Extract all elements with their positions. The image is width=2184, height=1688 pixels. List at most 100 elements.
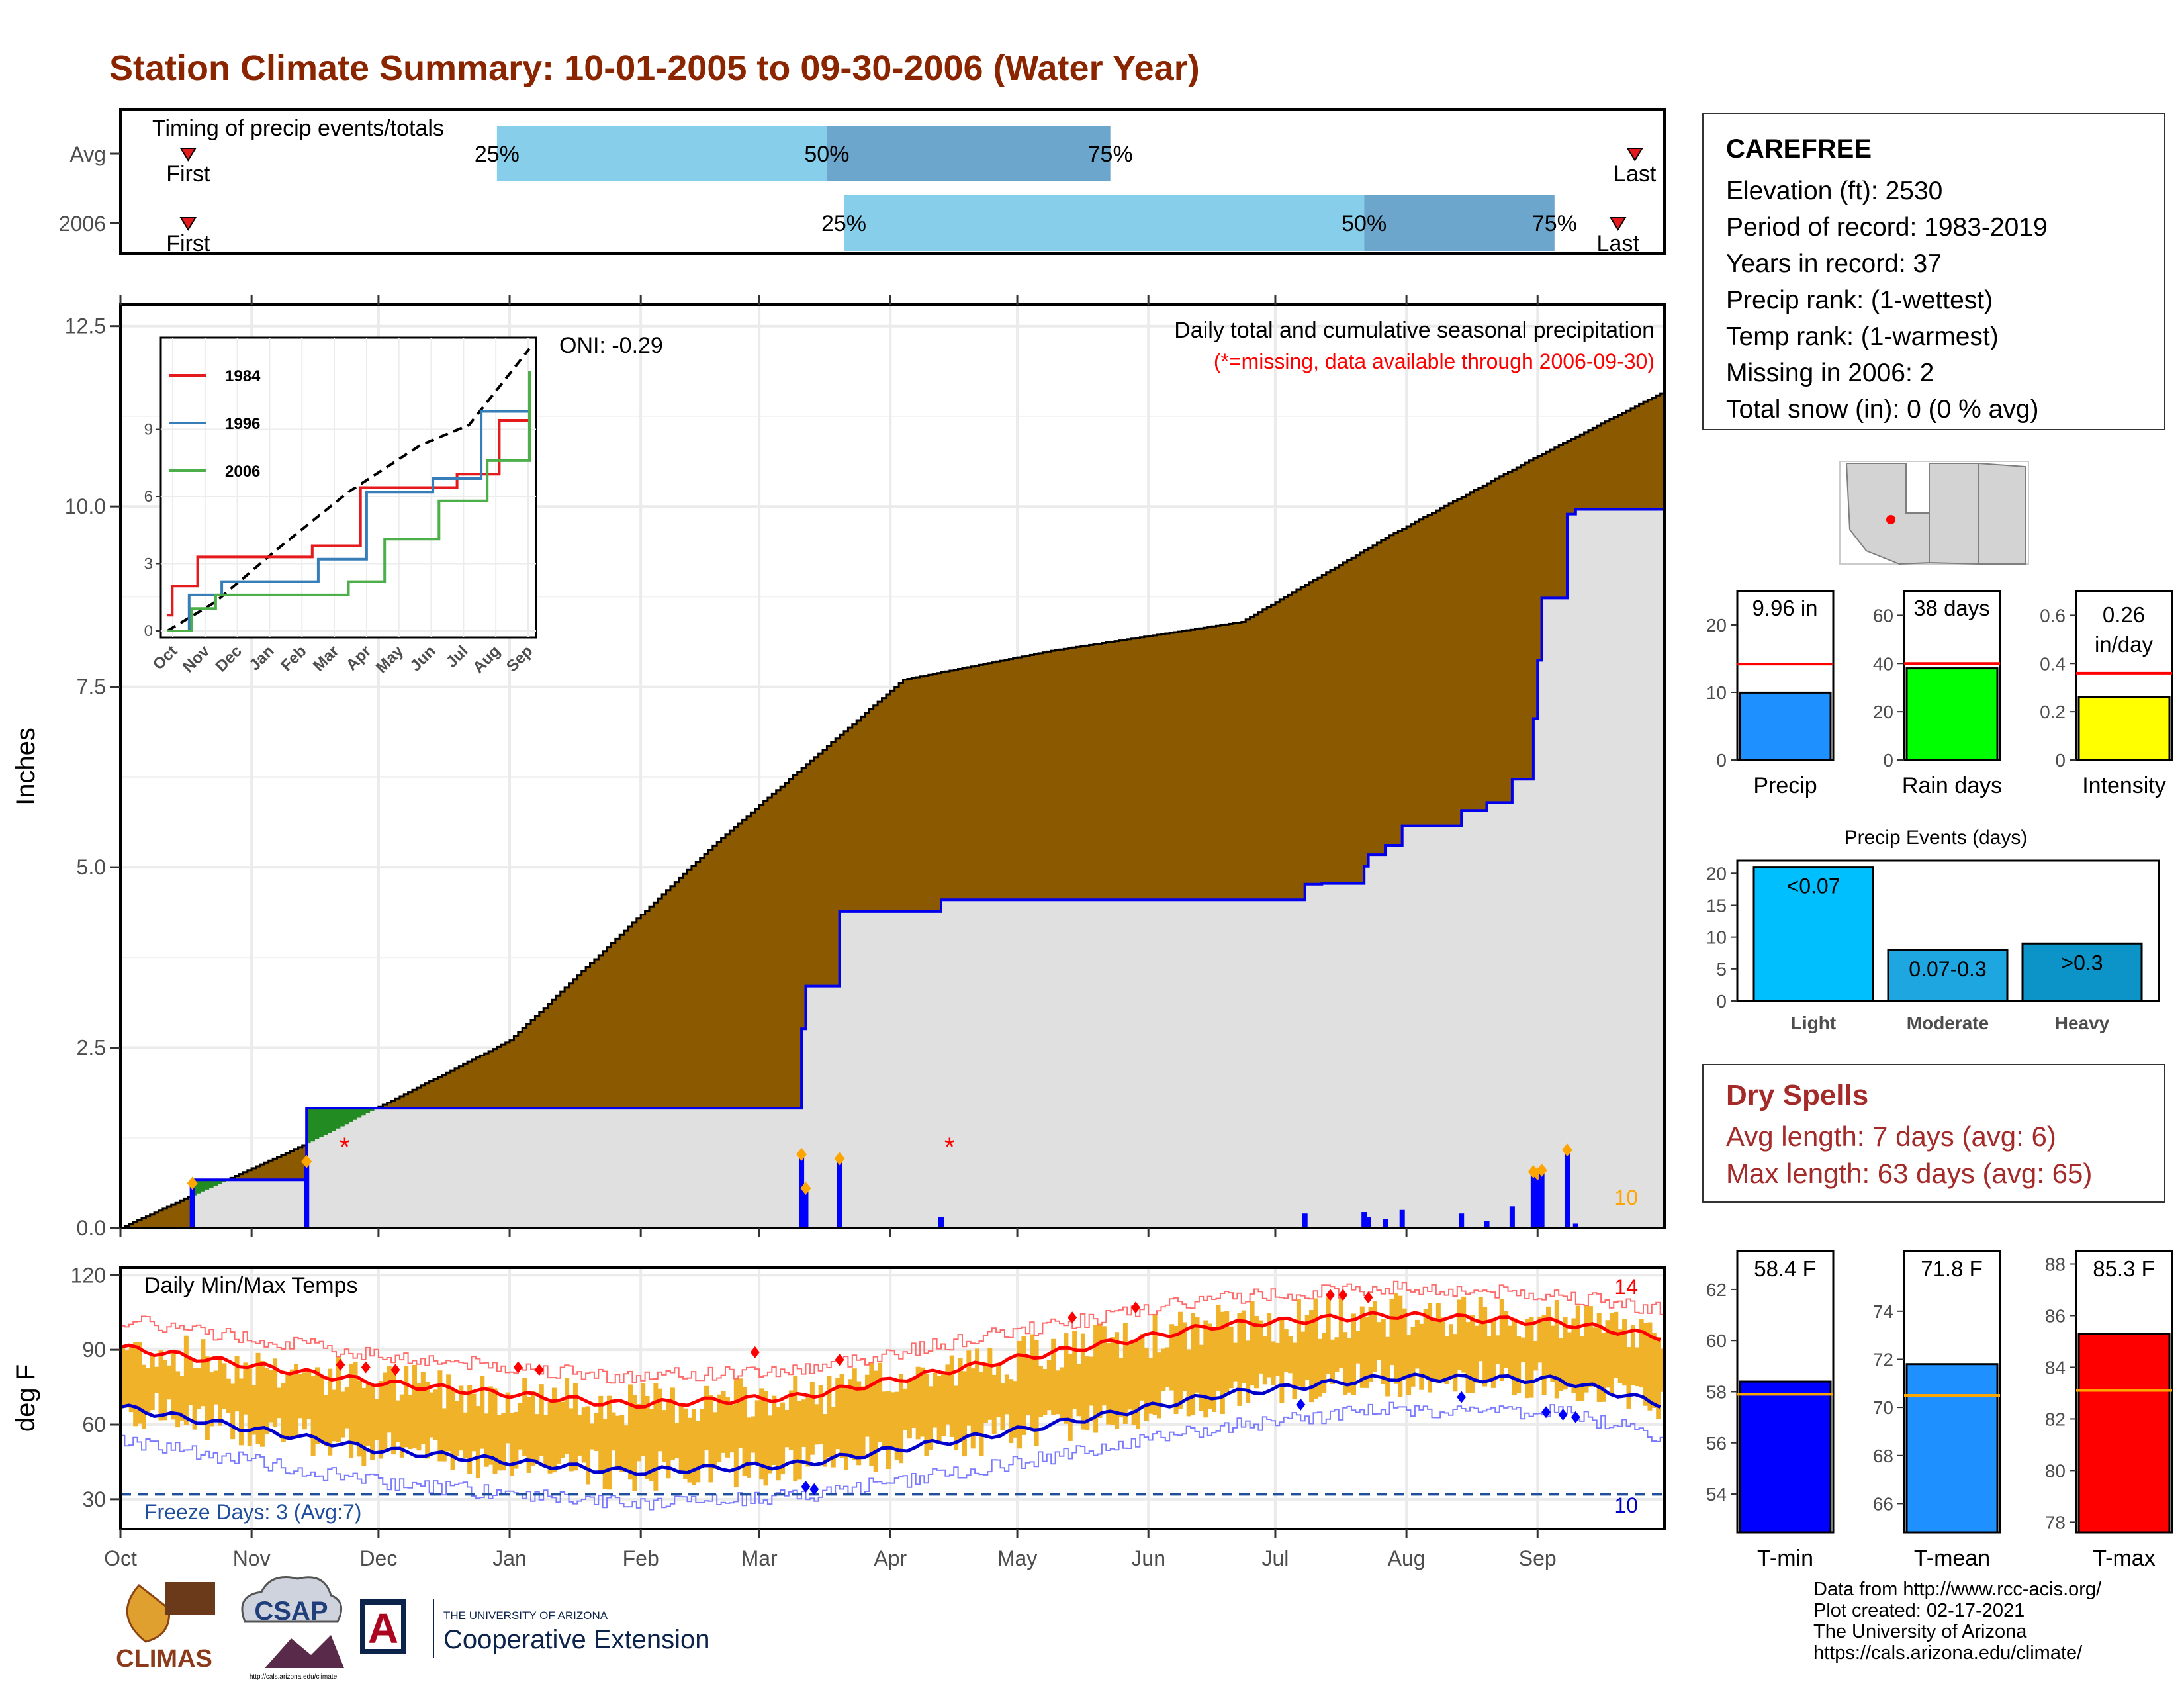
daily-temp-bar bbox=[864, 1374, 870, 1437]
side-temp-y-tick: 78 bbox=[2045, 1512, 2066, 1532]
daily-temp-bar bbox=[987, 1348, 993, 1420]
daily-temp-bar bbox=[1406, 1335, 1412, 1395]
daily-temp-bar bbox=[294, 1364, 299, 1436]
daily-temp-bar bbox=[551, 1387, 557, 1473]
daily-precip-bar bbox=[1509, 1206, 1515, 1228]
daily-temp-bar bbox=[1563, 1317, 1568, 1390]
current-cumulative-area bbox=[120, 509, 1664, 1228]
daily-temp-bar bbox=[1097, 1323, 1103, 1418]
daily-temp-bar bbox=[1428, 1303, 1433, 1393]
record-high-marker bbox=[1363, 1291, 1373, 1304]
daily-temp-bar bbox=[818, 1385, 823, 1444]
daily-temp-bar bbox=[1368, 1306, 1373, 1382]
daily-temp-bar bbox=[1220, 1311, 1225, 1414]
daily-temp-bar bbox=[636, 1403, 641, 1462]
precip-events-bar-label: <0.07 bbox=[1787, 874, 1841, 898]
record-marker bbox=[1536, 1163, 1547, 1177]
daily-temp-bar bbox=[429, 1392, 434, 1438]
daily-precip-bar bbox=[938, 1217, 944, 1228]
daily-temp-bar bbox=[1161, 1348, 1166, 1391]
daily-temp-bar bbox=[488, 1386, 494, 1465]
daily-temp-bar bbox=[1262, 1336, 1267, 1385]
y-tick-label: 2.5 bbox=[77, 1036, 106, 1060]
credit-plot-created: Plot created: 02-17-2021 bbox=[1813, 1600, 2025, 1621]
daily-temp-bar bbox=[1465, 1322, 1471, 1393]
daily-precip-bar bbox=[1361, 1212, 1367, 1228]
daily-temp-bar bbox=[835, 1378, 841, 1450]
daily-temp-bar bbox=[1584, 1305, 1589, 1393]
daily-temp-bar bbox=[433, 1389, 438, 1440]
daily-temp-bar bbox=[772, 1395, 777, 1465]
daily-temp-bar bbox=[450, 1390, 455, 1470]
daily-temp-bar bbox=[539, 1384, 544, 1457]
daily-temp-bar bbox=[691, 1409, 696, 1485]
daily-temp-bar bbox=[848, 1379, 853, 1456]
daily-temp-bar bbox=[878, 1362, 883, 1442]
daily-temp-bar bbox=[1250, 1301, 1255, 1386]
daily-temp-bar bbox=[1372, 1301, 1377, 1372]
daily-temp-bar bbox=[645, 1395, 650, 1479]
credits: Data from http://www.rcc-acis.org/ Plot … bbox=[1813, 1579, 2101, 1664]
daily-temp-bar bbox=[1300, 1331, 1306, 1390]
avg-min-line bbox=[120, 1372, 1661, 1476]
daily-temp-bar bbox=[378, 1381, 383, 1459]
daily-temp-bar bbox=[1089, 1356, 1094, 1406]
daily-temp-bar bbox=[1203, 1320, 1208, 1418]
daily-temp-bar bbox=[1567, 1332, 1572, 1383]
freeze-days-label: Freeze Days: 3 (Avg:7) bbox=[144, 1500, 361, 1524]
daily-temp-bar bbox=[1338, 1297, 1343, 1369]
daily-temp-bar bbox=[259, 1360, 265, 1447]
record-high-marker bbox=[835, 1354, 844, 1366]
daily-temp-bar bbox=[179, 1376, 185, 1421]
side-temp-y-tick: 72 bbox=[1873, 1349, 1893, 1370]
above-average-area bbox=[192, 1108, 379, 1196]
daily-temp-bar bbox=[814, 1404, 819, 1445]
climas-logo-icon bbox=[126, 1583, 171, 1643]
daily-temp-bar bbox=[733, 1378, 739, 1487]
daily-temp-bar bbox=[1520, 1337, 1525, 1363]
daily-temp-bar bbox=[1626, 1347, 1631, 1409]
daily-temp-bar bbox=[1389, 1299, 1394, 1366]
daily-temp-bar bbox=[805, 1395, 811, 1467]
daily-temp-bar bbox=[721, 1391, 726, 1453]
record-marker bbox=[301, 1154, 312, 1168]
daily-temp-bar bbox=[1059, 1367, 1064, 1420]
daily-temp-bar bbox=[1474, 1325, 1479, 1383]
daily-temp-bar bbox=[717, 1394, 722, 1462]
daily-temp-bar bbox=[577, 1415, 582, 1456]
side-temp-y-tick: 82 bbox=[2045, 1409, 2066, 1429]
daily-temp-bar bbox=[649, 1409, 654, 1481]
record-high-marker bbox=[361, 1361, 371, 1374]
y-tick-label: 12.5 bbox=[65, 314, 106, 338]
daily-temp-bar bbox=[1093, 1325, 1099, 1433]
daily-temp-bar bbox=[560, 1401, 565, 1458]
side-temp-y-tick: 58 bbox=[1706, 1382, 1727, 1403]
daily-temp-bar bbox=[1110, 1337, 1115, 1425]
daily-temp-bar bbox=[1101, 1326, 1107, 1406]
daily-temp-bar bbox=[1046, 1360, 1052, 1411]
daily-temp-bar bbox=[522, 1378, 527, 1456]
daily-temp-bar bbox=[1030, 1334, 1035, 1432]
daily-temp-bar bbox=[1550, 1325, 1555, 1382]
inset-series-line bbox=[167, 375, 531, 632]
daily-temp-bar bbox=[446, 1374, 451, 1452]
daily-temp-bar bbox=[387, 1366, 392, 1433]
daily-temp-bar bbox=[1435, 1303, 1441, 1383]
side-temp-y-tick: 88 bbox=[2045, 1254, 2066, 1274]
daily-temp-bar bbox=[572, 1383, 578, 1471]
daily-temp-bar bbox=[1004, 1374, 1009, 1415]
daily-temp-bar bbox=[420, 1372, 426, 1444]
credit-university: The University of Arizona bbox=[1813, 1621, 2027, 1642]
daily-temp-bar bbox=[700, 1409, 705, 1469]
map-state-texas bbox=[1978, 462, 2026, 565]
station-period: Period of record: 1983-2019 bbox=[1726, 213, 2048, 242]
daily-temp-bar bbox=[484, 1413, 489, 1467]
record-marker bbox=[800, 1182, 811, 1196]
station-years: Years in record: 37 bbox=[1726, 250, 1942, 278]
daily-temp-bar bbox=[1296, 1299, 1301, 1386]
daily-temp-bar bbox=[945, 1364, 950, 1425]
daily-temp-bar bbox=[1034, 1340, 1039, 1446]
daily-temp-bar bbox=[234, 1356, 240, 1412]
daily-temp-bar bbox=[264, 1368, 269, 1435]
record-high-marker bbox=[750, 1346, 760, 1358]
